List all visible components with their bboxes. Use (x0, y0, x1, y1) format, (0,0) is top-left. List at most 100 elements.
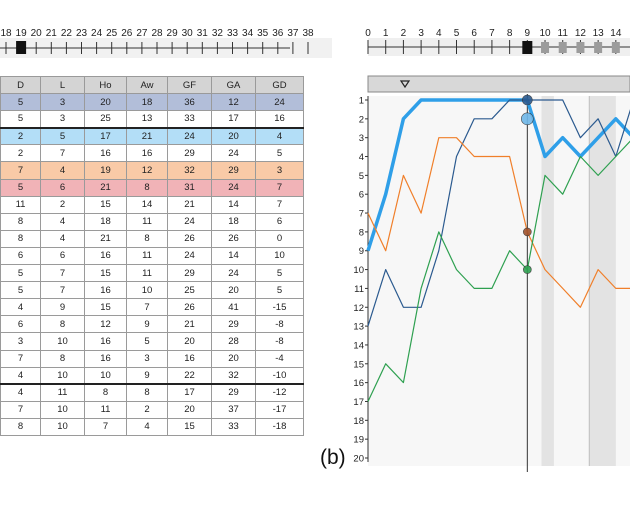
team-rank-line-1[interactable] (366, 98, 630, 252)
column-header-gd[interactable]: GD (255, 75, 304, 95)
table-row[interactable]: 4 11 8 8 17 29 -12 (0, 383, 304, 402)
table-cell: 24 (167, 212, 212, 231)
table-row[interactable]: 7 4 19 12 32 29 3 (0, 161, 304, 180)
column-header-d[interactable]: D (0, 75, 41, 95)
table-cell: 15 (84, 195, 127, 214)
table-cell: 29 (167, 144, 212, 163)
team-rank-line-3[interactable] (367, 137, 630, 308)
table-cell: 15 (167, 417, 212, 436)
table-cell: 7 (40, 144, 85, 163)
table-cell: 5 (0, 93, 41, 112)
table-cell: 7 (255, 178, 304, 197)
selected-round-point-2[interactable] (521, 112, 534, 126)
rank-tick-label: 17 (353, 397, 364, 408)
rank-tick-label: 15 (353, 359, 364, 370)
table-cell: 21 (84, 229, 127, 248)
dropdown-triangle-icon[interactable] (399, 80, 411, 89)
table-cell: 29 (211, 383, 256, 402)
table-row[interactable]: 5 3 25 13 33 17 16 (0, 110, 304, 129)
future-round-marker[interactable] (611, 42, 620, 53)
column-header-aw[interactable]: Aw (126, 75, 168, 95)
column-header-l[interactable]: L (40, 75, 85, 95)
table-cell: 3 (40, 93, 85, 112)
table-cell: -8 (255, 332, 304, 351)
table-row[interactable]: 11 2 15 14 21 14 7 (0, 195, 304, 214)
selected-round-marker[interactable] (522, 41, 533, 54)
table-cell: 2 (126, 400, 168, 419)
table-row[interactable]: 2 5 17 21 24 20 4 (0, 126, 304, 146)
table-cell: 7 (255, 195, 304, 214)
rank-tick-label: 5 (359, 171, 364, 182)
rank-chart-panel: 0 1 2 3 4 5 6 7 8 9 10 11 12 13 14 1 2 3 4 5 6 7 8 9 10 11 12 13 14 1… (352, 0, 630, 512)
table-cell: 3 (0, 332, 41, 351)
round-tick-label: 8 (507, 28, 513, 39)
table-row[interactable]: 7 8 16 3 16 20 -4 (0, 349, 304, 368)
table-cell: -10 (255, 366, 304, 385)
rank-tick-label: 9 (359, 246, 364, 257)
plot-background (368, 96, 630, 466)
table-cell: 32 (211, 366, 256, 385)
table-row[interactable]: 8 4 18 11 24 18 6 (0, 212, 304, 231)
table-cell: 25 (84, 110, 127, 129)
table-cell: 10 (126, 281, 168, 300)
rank-tick-label: 12 (353, 303, 364, 314)
table-row[interactable]: 4 9 15 7 26 41 -15 (0, 298, 304, 317)
table-row[interactable]: 7 10 11 2 20 37 -17 (0, 400, 304, 419)
column-header-ga[interactable]: GA (211, 75, 256, 95)
column-header-gf[interactable]: GF (167, 75, 212, 95)
timeline-tick-label: 35 (257, 28, 269, 39)
selected-round-point-3[interactable] (523, 227, 532, 237)
table-cell: 37 (211, 400, 256, 419)
rank-tick-label: 3 (359, 133, 364, 144)
table-row[interactable]: 6 6 16 11 24 14 10 (0, 246, 304, 266)
table-cell: 6 (0, 315, 41, 334)
table-row[interactable]: 5 7 16 10 25 20 5 (0, 281, 304, 300)
panel-label: (b) (320, 446, 346, 469)
rank-tick-label: 18 (353, 416, 364, 427)
table-cell: 12 (84, 315, 127, 334)
future-round-marker[interactable] (541, 42, 550, 53)
future-round-marker[interactable] (576, 42, 585, 53)
table-cell: -17 (255, 400, 304, 419)
selected-round-point-4[interactable] (523, 265, 532, 274)
table-cell: 20 (167, 332, 212, 351)
rank-line-chart[interactable]: 0 1 2 3 4 5 6 7 8 9 10 11 12 13 1412345678910111213141… (352, 0, 630, 512)
timeline-tick-label: 34 (242, 28, 254, 39)
table-cell: 4 (40, 212, 85, 231)
rank-tick-label: 4 (359, 152, 364, 163)
timeline-current-marker[interactable] (16, 41, 27, 54)
rank-tick-label: 1 (359, 96, 364, 107)
future-round-marker[interactable] (594, 42, 603, 53)
table-cell: 20 (84, 93, 127, 112)
table-row[interactable]: 4 10 10 9 22 32 -10 (0, 366, 304, 385)
highlight-band (589, 96, 616, 466)
table-row[interactable]: 3 10 16 5 20 28 -8 (0, 332, 304, 351)
table-row[interactable]: 5 7 15 11 29 24 5 (0, 264, 304, 283)
team-rank-line-4[interactable] (367, 138, 630, 402)
table-row[interactable]: 2 7 16 16 29 24 5 (0, 144, 304, 163)
round-timeline-left[interactable]: 18 19 20 21 22 23 24 25 26 27 28 29 30 31 32 33 34 35 36 37… (0, 0, 332, 60)
table-cell: 7 (0, 400, 41, 419)
table-row[interactable]: 6 8 12 9 21 29 -8 (0, 315, 304, 334)
table-row[interactable]: 8 10 7 4 15 33 -18 (0, 417, 304, 436)
timeline-tick-label: 21 (46, 28, 58, 39)
timeline-tick-label: 37 (287, 28, 299, 39)
table-row[interactable]: 5 6 21 8 31 24 7 (0, 178, 304, 197)
table-cell: 21 (167, 195, 212, 214)
column-header-ho[interactable]: Ho (84, 75, 127, 95)
table-row[interactable]: 5 3 20 18 36 12 24 (0, 93, 304, 112)
standings-table: D L Ho Aw GF GA GD 5 3 20 18 36 12 24 5 3 25 13 33 17 16 2 5 1… (0, 75, 304, 436)
selected-round-point-1[interactable] (522, 94, 533, 106)
team-rank-line-2[interactable] (367, 99, 630, 327)
timeline-tick-label: 19 (16, 28, 28, 39)
table-cell: 31 (167, 178, 212, 197)
future-round-marker[interactable] (558, 42, 567, 53)
filter-dropdown[interactable] (367, 75, 630, 93)
table-cell: 19 (84, 161, 127, 180)
table-cell: 9 (126, 315, 168, 334)
table-cell: 14 (211, 195, 256, 214)
table-row[interactable]: 8 4 21 8 26 26 0 (0, 229, 304, 248)
rank-tick-label: 10 (353, 265, 364, 276)
table-cell: 24 (167, 246, 212, 266)
table-cell: 5 (255, 144, 304, 163)
